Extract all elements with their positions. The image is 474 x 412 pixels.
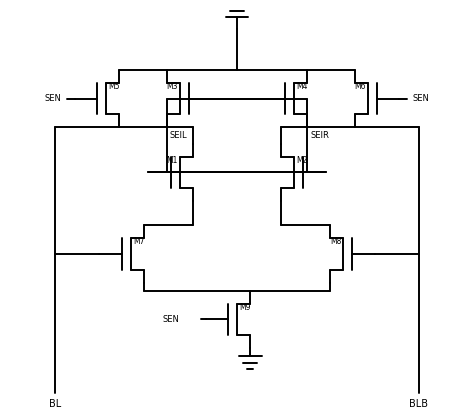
Text: M6: M6 <box>354 82 365 91</box>
Text: SEIR: SEIR <box>310 131 329 140</box>
Text: SEN: SEN <box>412 94 429 103</box>
Text: M2: M2 <box>296 155 308 164</box>
Text: M1: M1 <box>166 155 178 164</box>
Text: SEN: SEN <box>162 315 179 324</box>
Text: BL: BL <box>49 399 61 409</box>
Text: SEIL: SEIL <box>170 131 188 140</box>
Text: M7: M7 <box>133 237 144 246</box>
Text: SEN: SEN <box>45 94 62 103</box>
Text: M3: M3 <box>166 82 178 91</box>
Text: BLB: BLB <box>410 399 428 409</box>
Text: M8: M8 <box>330 237 341 246</box>
Text: M9: M9 <box>239 302 251 311</box>
Text: M5: M5 <box>109 82 120 91</box>
Text: M4: M4 <box>296 82 308 91</box>
